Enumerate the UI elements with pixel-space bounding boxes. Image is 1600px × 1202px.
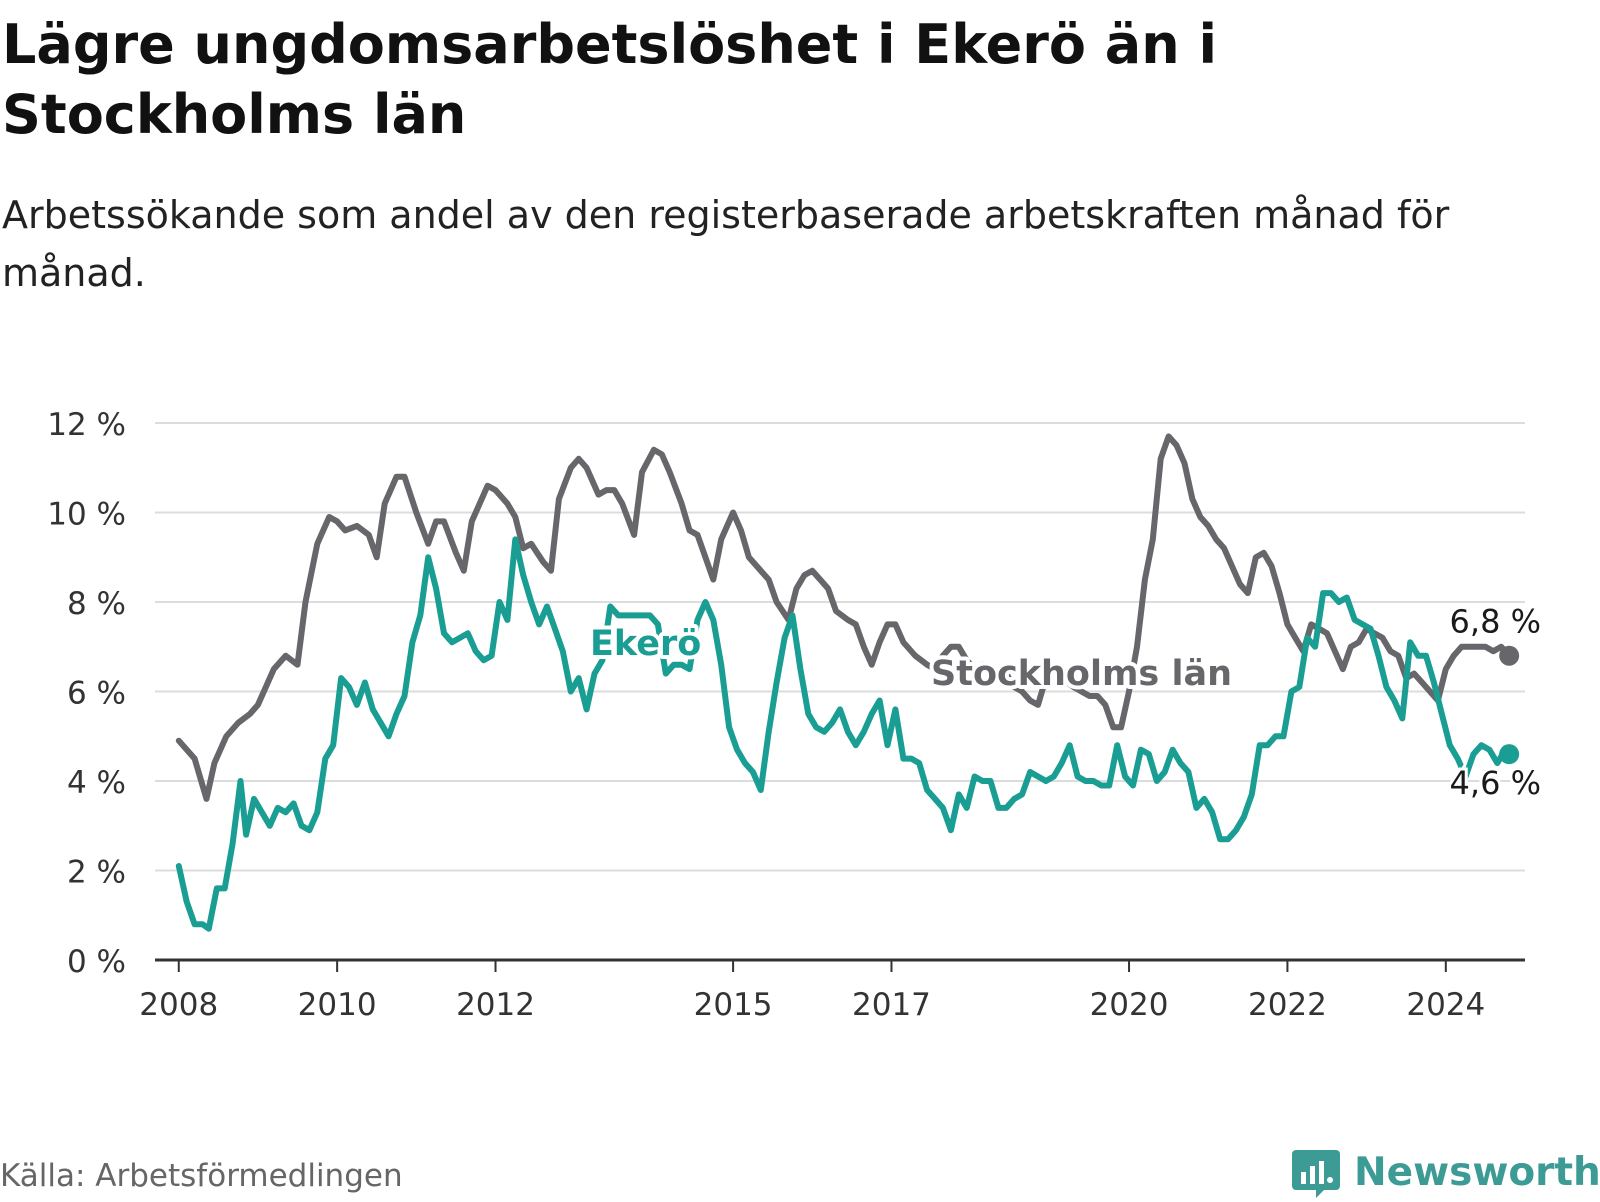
y-tick-label: 10 % [47,497,126,533]
chart-title: Lägre ungdomsarbetslöshet i Ekerö än i S… [2,13,1217,146]
x-tick-label: 2012 [456,987,535,1023]
chart-subtitle: Arbetssökande som andel av den registerb… [2,193,1450,295]
series-line-ekero [175,536,1513,932]
brand-logo[interactable]: Newsworthy [1290,1142,1600,1202]
newsworthy-logo-icon [1292,1150,1340,1198]
x-tick-label: 2020 [1090,987,1169,1023]
line-chart: 0 % 2 % 4 % 6 % 8 % 10 % 12 % 2008 2010 2012 2015… [47,407,1544,1023]
y-tick-label: 6 % [67,676,126,712]
y-axis-tick-labels: 0 % 2 % 4 % 6 % 8 % 10 % 12 % [47,407,126,980]
series-label-ekero: Ekerö [590,624,701,664]
y-tick-label: 2 % [67,855,126,891]
y-tick-label: 0 % [67,944,126,980]
source-note: Källa: Arbetsförmedlingen [0,1158,403,1194]
series-line-stockholm [175,433,1513,802]
y-tick-label: 12 % [47,407,126,443]
y-tick-label: 8 % [67,586,126,622]
series-lines [175,433,1520,932]
gridlines [155,422,1525,872]
end-point-ekero [1499,744,1520,765]
end-label-stockholm: 6,8 % [1450,603,1541,641]
end-label-ekero: 4,6 % [1450,764,1541,802]
x-tick-label: 2008 [139,987,218,1023]
x-tick-label: 2022 [1248,987,1327,1023]
brand-name: Newsworthy [1354,1149,1600,1195]
x-tick-label: 2017 [852,987,931,1023]
end-point-stockholm [1499,645,1520,666]
x-axis: 2008 2010 2012 2015 2017 2020 2022 2024 [139,958,1525,1023]
y-tick-label: 4 % [67,765,126,801]
x-tick-label: 2024 [1406,987,1485,1023]
x-tick-label: 2015 [694,987,773,1023]
series-labels: Stockholms län 6,8 % Ekerö 4,6 % [586,600,1544,805]
series-label-stockholm: Stockholms län [931,654,1232,694]
x-tick-label: 2010 [298,987,377,1023]
